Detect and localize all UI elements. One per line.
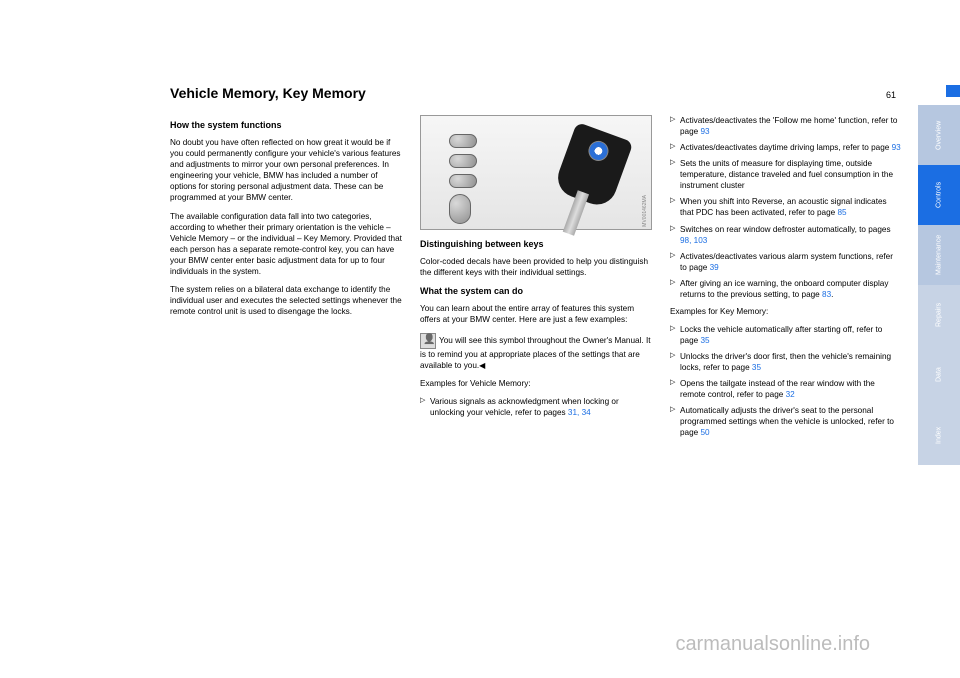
list-item: Locks the vehicle automatically after st… bbox=[670, 324, 902, 346]
person-icon bbox=[420, 333, 436, 349]
bmw-logo-icon bbox=[586, 138, 612, 164]
title-row: Vehicle Memory, Key Memory 61 bbox=[170, 85, 902, 101]
page-reference-link[interactable]: 93 bbox=[892, 143, 901, 152]
page-reference-link[interactable]: 98, 103 bbox=[680, 236, 707, 245]
paragraph: You can learn about the entire array of … bbox=[420, 303, 652, 325]
column-1: How the system functions No doubt you ha… bbox=[170, 115, 402, 444]
examples-label: Examples for Key Memory: bbox=[670, 306, 902, 317]
page-reference-link[interactable]: 39 bbox=[710, 263, 719, 272]
page-reference-link[interactable]: 93 bbox=[701, 127, 710, 136]
examples-label: Examples for Vehicle Memory: bbox=[420, 378, 652, 389]
bullet-text: When you shift into Reverse, an acoustic… bbox=[680, 197, 887, 217]
list-item: Various signals as acknowledgment when l… bbox=[420, 396, 652, 418]
bullet-text: Switches on rear window defroster automa… bbox=[680, 225, 891, 234]
bullet-text: Activates/deactivates daytime driving la… bbox=[680, 143, 892, 152]
decal-icon bbox=[449, 194, 471, 224]
bullet-text: Opens the tailgate instead of the rear w… bbox=[680, 379, 875, 399]
list-item: Activates/deactivates various alarm syst… bbox=[670, 251, 902, 273]
list-item: Opens the tailgate instead of the rear w… bbox=[670, 378, 902, 400]
page-content: Vehicle Memory, Key Memory 61 How the sy… bbox=[170, 85, 902, 618]
key-blade bbox=[563, 190, 589, 235]
decal-icon bbox=[449, 174, 477, 188]
decal-icon bbox=[449, 134, 477, 148]
note-text: You will see this symbol throughout the … bbox=[420, 336, 651, 370]
side-tab-maintenance[interactable]: Maintenance bbox=[918, 225, 960, 285]
side-tab-controls[interactable]: Controls bbox=[918, 165, 960, 225]
page-reference-link[interactable]: 35 bbox=[701, 336, 710, 345]
bullet-text: Unlocks the driver's door first, then th… bbox=[680, 352, 891, 372]
page-reference-link[interactable]: 32 bbox=[786, 390, 795, 399]
key-illustration: MV001462MA bbox=[420, 115, 652, 230]
bullet-list: Activates/deactivates the 'Follow me hom… bbox=[670, 115, 902, 300]
list-item: Sets the units of measure for displaying… bbox=[670, 158, 902, 191]
column-3: Activates/deactivates the 'Follow me hom… bbox=[670, 115, 902, 444]
side-tabs: OverviewControlsMaintenanceRepairsDataIn… bbox=[918, 105, 960, 465]
bullet-list: Locks the vehicle automatically after st… bbox=[670, 324, 902, 439]
heading-distinguishing-keys: Distinguishing between keys bbox=[420, 238, 652, 250]
list-item: Unlocks the driver's door first, then th… bbox=[670, 351, 902, 373]
note-paragraph: You will see this symbol throughout the … bbox=[420, 333, 652, 371]
decal-stack bbox=[449, 134, 485, 230]
suffix: . bbox=[831, 290, 833, 299]
list-item: After giving an ice warning, the onboard… bbox=[670, 278, 902, 300]
column-2: MV001462MA Distinguishing between keys C… bbox=[420, 115, 652, 444]
page-reference-link[interactable]: 35 bbox=[752, 363, 761, 372]
list-item: Activates/deactivates the 'Follow me hom… bbox=[670, 115, 902, 137]
paragraph: The system relies on a bilateral data ex… bbox=[170, 284, 402, 317]
bullet-text: Automatically adjusts the driver's seat … bbox=[680, 406, 894, 437]
key-body bbox=[563, 130, 623, 202]
bullet-text: Activates/deactivates the 'Follow me hom… bbox=[680, 116, 897, 136]
list-item: Switches on rear window defroster automa… bbox=[670, 224, 902, 246]
bullet-text: After giving an ice warning, the onboard… bbox=[680, 279, 888, 299]
paragraph: The available configuration data fall in… bbox=[170, 211, 402, 277]
bullet-text: Locks the vehicle automatically after st… bbox=[680, 325, 882, 345]
side-tab-data[interactable]: Data bbox=[918, 345, 960, 405]
page-marker bbox=[946, 85, 960, 97]
columns: How the system functions No doubt you ha… bbox=[170, 115, 902, 444]
page-reference-link[interactable]: 85 bbox=[837, 208, 846, 217]
page-reference-link[interactable]: 83 bbox=[822, 290, 831, 299]
decal-icon bbox=[449, 154, 477, 168]
page-title: Vehicle Memory, Key Memory bbox=[170, 85, 366, 101]
bullet-list: Various signals as acknowledgment when l… bbox=[420, 396, 652, 418]
heading-what-system-can-do: What the system can do bbox=[420, 285, 652, 297]
page-number: 61 bbox=[886, 90, 902, 100]
side-tab-overview[interactable]: Overview bbox=[918, 105, 960, 165]
key-head bbox=[552, 122, 633, 210]
heading-how-system-functions: How the system functions bbox=[170, 119, 402, 131]
side-tab-index[interactable]: Index bbox=[918, 405, 960, 465]
paragraph: No doubt you have often reflected on how… bbox=[170, 137, 402, 203]
list-item: Automatically adjusts the driver's seat … bbox=[670, 405, 902, 438]
page-reference-link[interactable]: 31, 34 bbox=[568, 408, 591, 417]
paragraph: Color-coded decals have been provided to… bbox=[420, 256, 652, 278]
image-code: MV001462MA bbox=[642, 195, 649, 227]
watermark: carmanualsonline.info bbox=[675, 633, 870, 656]
list-item: Activates/deactivates daytime driving la… bbox=[670, 142, 902, 153]
page-reference-link[interactable]: 50 bbox=[701, 428, 710, 437]
side-tab-repairs[interactable]: Repairs bbox=[918, 285, 960, 345]
list-item: When you shift into Reverse, an acoustic… bbox=[670, 196, 902, 218]
bullet-text: Sets the units of measure for displaying… bbox=[680, 159, 893, 190]
